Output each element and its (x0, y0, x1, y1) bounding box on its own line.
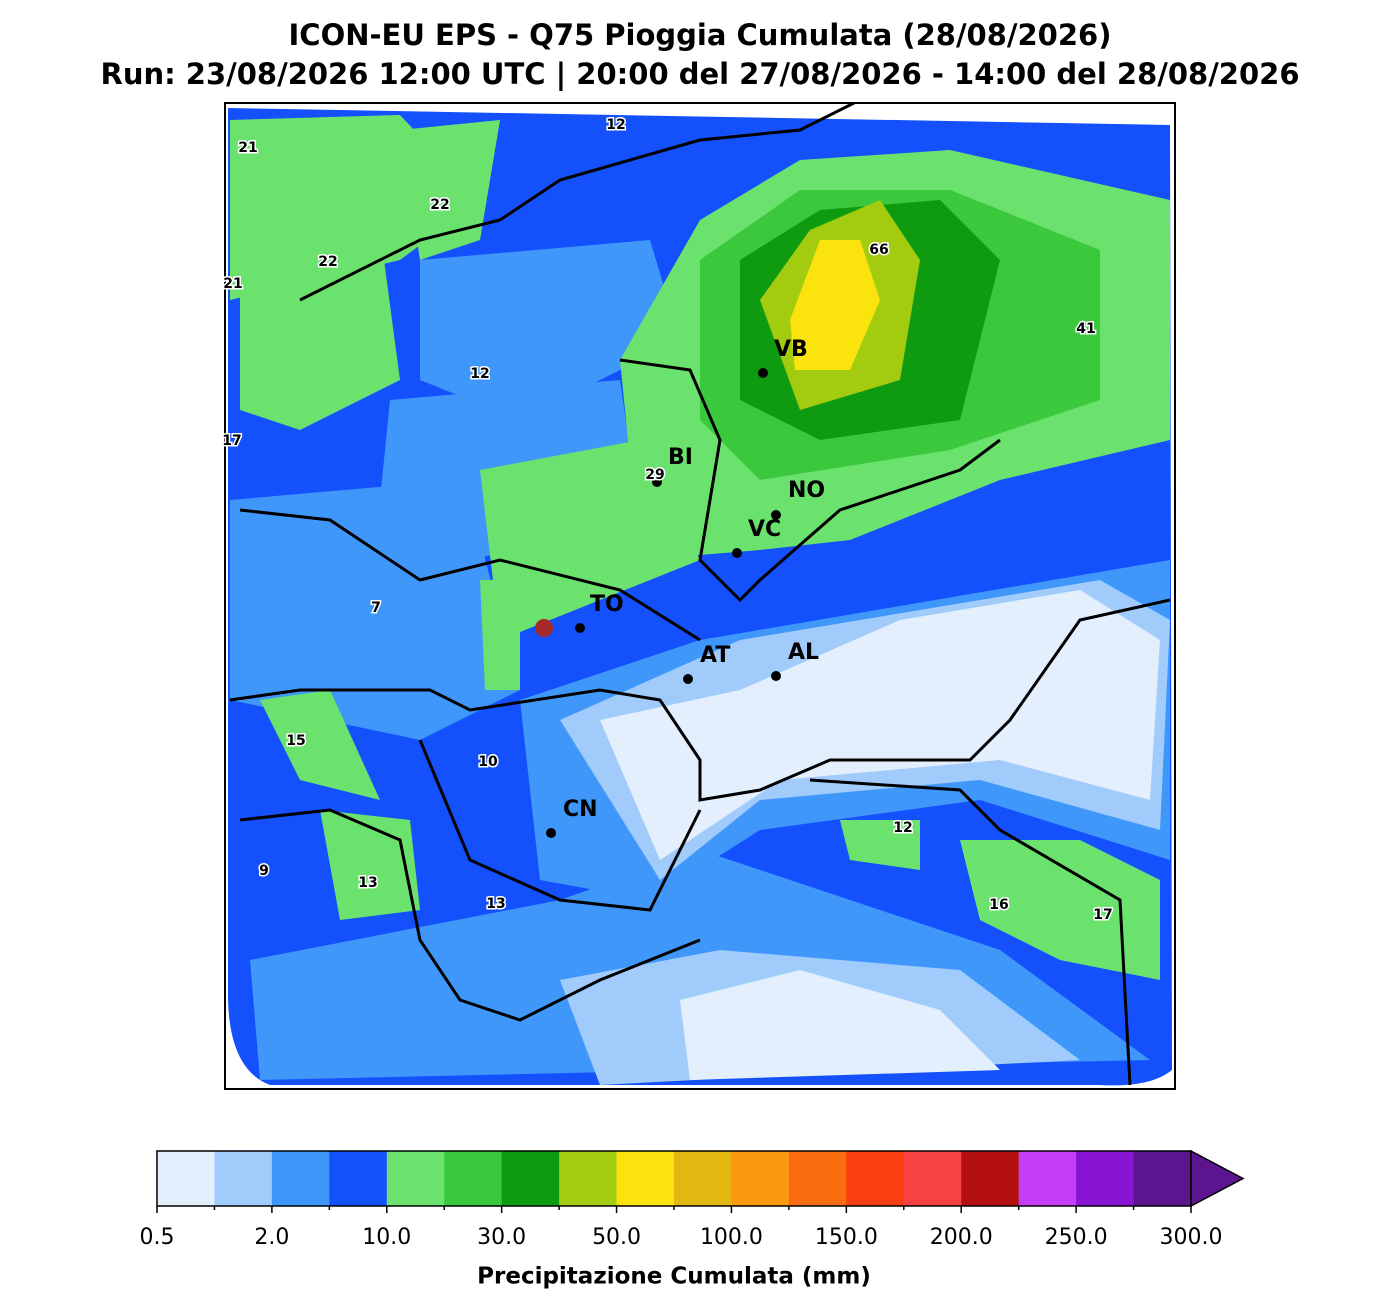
colorbar-tick-label: 2.0 (254, 1225, 289, 1250)
city-label: AT (700, 643, 730, 668)
colorbar-extend (1190, 1149, 1245, 1208)
city-label: VC (748, 517, 781, 542)
city-dot (771, 510, 781, 520)
map-value: 41 (1076, 321, 1095, 337)
colorbar-box (788, 1151, 847, 1206)
location-marker (535, 619, 553, 637)
map-value: 7 (371, 600, 381, 616)
map-value: 16 (989, 897, 1008, 913)
colorbar-box (1133, 1151, 1192, 1206)
colorbar-box (1018, 1151, 1077, 1206)
colorbar-tick-label: 100.0 (700, 1225, 763, 1250)
colorbar-tick-label: 150.0 (815, 1225, 878, 1250)
colorbar-box (501, 1151, 560, 1206)
colorbar-box (329, 1151, 388, 1206)
colorbar-tick-label: 0.5 (140, 1225, 175, 1250)
map-value: 22 (430, 197, 449, 213)
colorbar-tick-label: 50.0 (592, 1225, 641, 1250)
city-dot (683, 674, 693, 684)
colorbar: 0.5 2.0 10.0 30.0 50.0 100.0 150.0 200.0 250.0 30… (140, 1149, 1245, 1250)
map-value: 13 (358, 875, 377, 891)
map-value: 13 (486, 896, 505, 912)
colorbar-tick-label: 250.0 (1045, 1225, 1108, 1250)
city-label: BI (668, 445, 693, 470)
colorbar-tick-label: 200.0 (930, 1225, 993, 1250)
colorbar-box (1076, 1151, 1135, 1206)
map-value: 12 (470, 366, 489, 382)
city-label: AL (788, 640, 819, 665)
city-label: CN (563, 797, 598, 822)
colorbar-tick-label: 30.0 (477, 1225, 526, 1250)
colorbar-box (271, 1151, 330, 1206)
colorbar-box (674, 1151, 732, 1206)
colorbar-box (846, 1151, 905, 1206)
colorbar-tick-label: 10.0 (362, 1225, 411, 1250)
colorbar-box (559, 1151, 618, 1206)
map-value: 21 (223, 276, 242, 292)
map-value: 10 (478, 754, 498, 770)
city-label: TO (590, 592, 624, 617)
colorbar-box (157, 1151, 215, 1206)
map-value: 17 (222, 433, 241, 449)
city-dot (732, 548, 742, 558)
title: ICON-EU EPS - Q75 Pioggia Cumulata (28/0… (289, 18, 1112, 52)
map-value: 12 (893, 820, 912, 836)
map-value: 66 (869, 242, 888, 258)
city-dot (546, 828, 556, 838)
city-dot (758, 368, 768, 378)
colorbar-box (386, 1151, 445, 1206)
map-value: 22 (318, 254, 337, 270)
map-value: 29 (645, 467, 664, 483)
colorbar-label: Precipitazione Cumulata (mm) (477, 1264, 871, 1290)
city-label: NO (788, 478, 825, 503)
map-value: 15 (286, 733, 305, 749)
colorbar-tick-label: 300.0 (1160, 1225, 1223, 1250)
colorbar-box (444, 1151, 503, 1206)
colorbar-box (214, 1151, 273, 1206)
map-value: 12 (606, 117, 625, 133)
map-value: 9 (259, 863, 269, 879)
colorbar-box (903, 1151, 962, 1206)
colorbar-box (731, 1151, 790, 1206)
subtitle: Run: 23/08/2026 12:00 UTC | 20:00 del 27… (100, 57, 1299, 91)
map-value: 17 (1093, 907, 1112, 923)
colorbar-box (961, 1151, 1020, 1206)
city-dot (652, 477, 662, 487)
map: VB BI NO VC TO AT AL CN 21 12 22 22 21 66 41 12 17 29 7 15… (221, 102, 1176, 1090)
city-dot (575, 623, 585, 633)
city-dot (771, 671, 781, 681)
colorbar-box (616, 1151, 675, 1206)
map-value: 21 (238, 140, 257, 156)
city-label: VB (774, 337, 808, 362)
